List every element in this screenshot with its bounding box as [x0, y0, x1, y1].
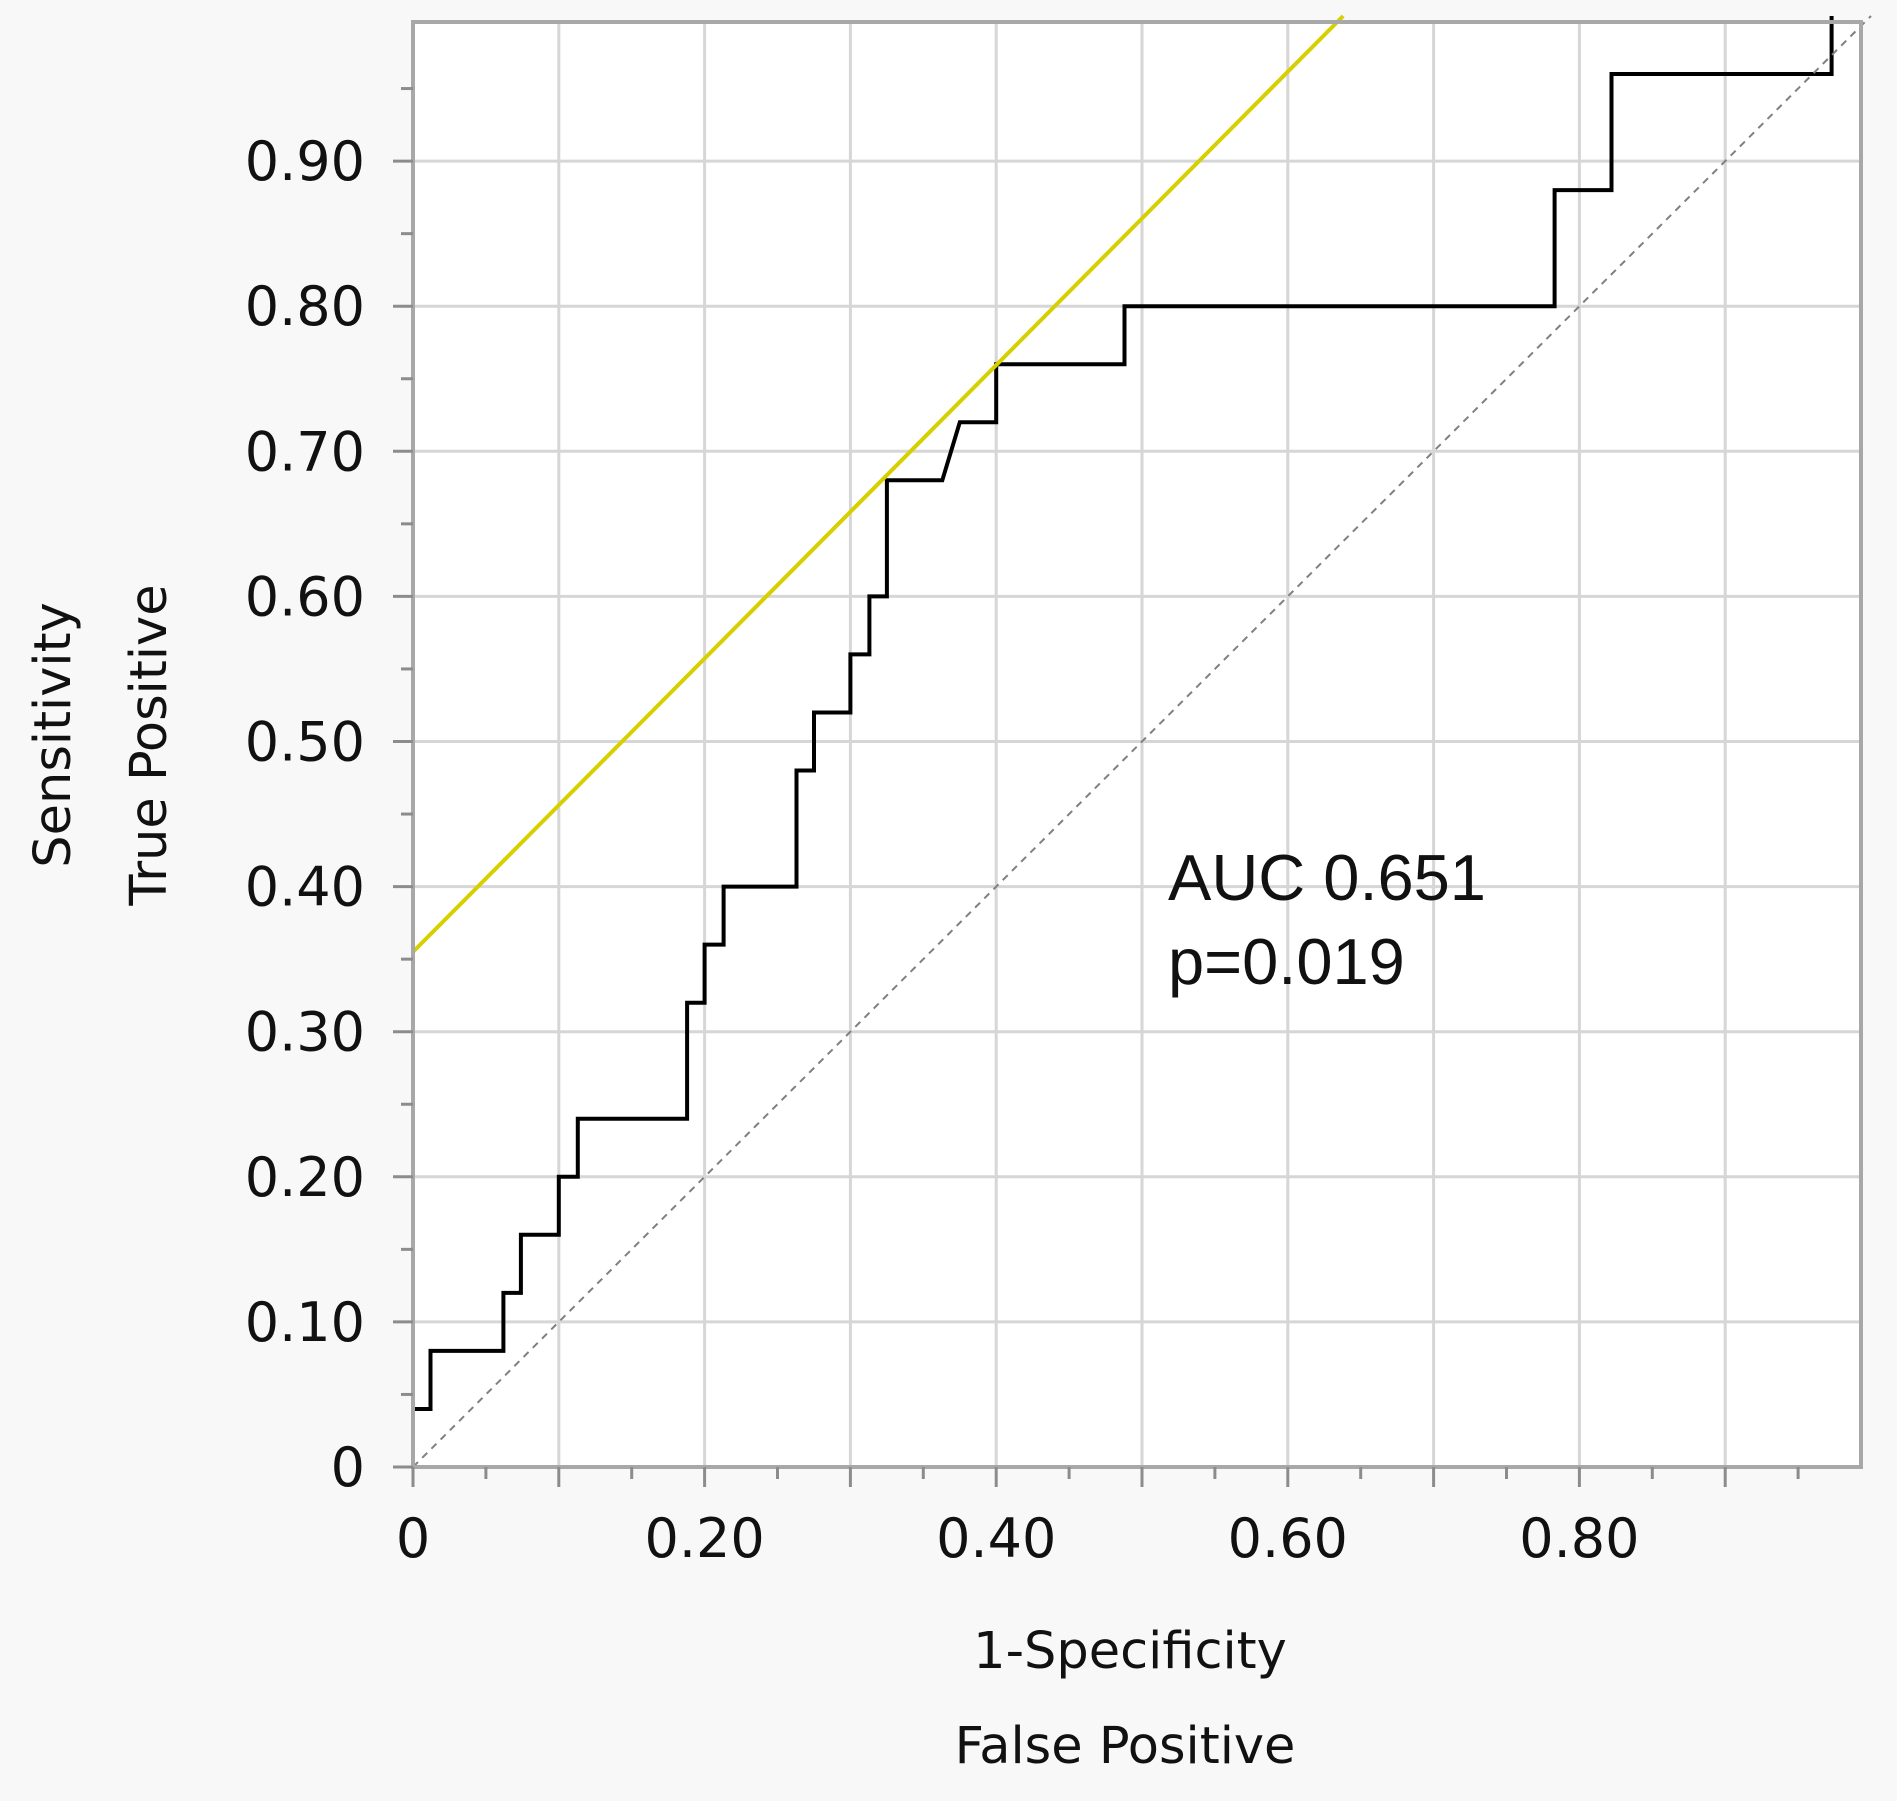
y-tick-label: 0.20	[245, 1146, 365, 1209]
x-tick-label: 0.60	[1228, 1507, 1348, 1570]
tick-labels: 0 0.10 0.20 0.30 0.40 0.50 0.60 0.70 0.80 0.90 0 0.…	[245, 130, 1640, 1570]
y-tick-label: 0	[331, 1436, 365, 1499]
x-axis-title-false-positive: False Positive	[955, 1717, 1296, 1776]
y-tick-label: 0.40	[245, 856, 365, 919]
y-tick-label: 0.70	[245, 420, 365, 483]
y-tick-label: 0.10	[245, 1291, 365, 1354]
plot-area	[413, 22, 1861, 1467]
x-tick-label: 0.20	[644, 1507, 764, 1570]
y-axis-title-sensitivity: Sensitivity	[24, 602, 83, 868]
p-value-annotation: p=0.019	[1168, 925, 1405, 998]
y-tick-label: 0.90	[245, 130, 365, 193]
auc-annotation: AUC 0.651	[1168, 841, 1486, 914]
series-roc-curve	[411, 16, 1834, 1467]
plot-frame	[411, 20, 1863, 1469]
series-tangent-line	[411, 14, 1345, 954]
series-group	[411, 14, 1872, 1468]
x-tick-label: 0	[396, 1507, 430, 1570]
y-tick-label: 0.60	[245, 565, 365, 628]
series-reference-diagonal	[412, 15, 1872, 1468]
y-tick-label: 0.30	[245, 1001, 365, 1064]
x-tick-label: 0.80	[1519, 1507, 1639, 1570]
y-axis-title-true-positive: True Positive	[120, 584, 179, 906]
y-tick-label: 0.50	[245, 711, 365, 774]
axes-frame	[411, 20, 1863, 1469]
x-tick-label: 0.40	[936, 1507, 1056, 1570]
ticks	[393, 87, 1800, 1487]
x-axis-title-specificity: 1-Specificity	[973, 1622, 1287, 1681]
y-tick-label: 0.80	[245, 275, 365, 338]
